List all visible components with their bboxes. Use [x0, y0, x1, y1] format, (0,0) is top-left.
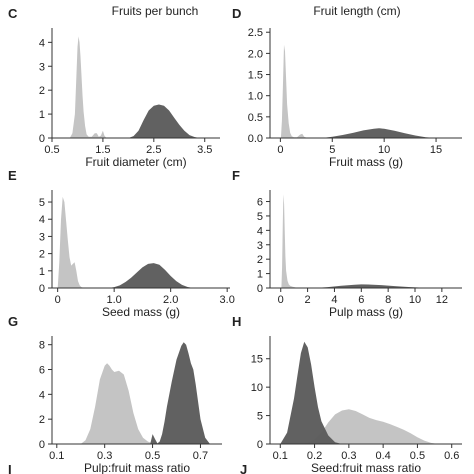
panel-d-ytick-label: 0.0 — [248, 133, 263, 145]
panel-d-series-dark — [321, 128, 437, 138]
panel-e-ytick-label: 5 — [39, 197, 45, 209]
panel-f-ytick-label: 5 — [257, 211, 263, 223]
panel-e-xtick-label: 0 — [55, 294, 61, 306]
panel-e-ytick-label: 0 — [39, 283, 45, 295]
panel-h-xtick-label: 0.6 — [444, 450, 459, 462]
panel-d-xlabel: Fruit mass (g) — [329, 155, 403, 169]
panel-f-xtick-label: 8 — [385, 294, 391, 306]
panel-e-ytick-label: 4 — [39, 214, 45, 226]
panel-c-xtick-label: 3.5 — [197, 144, 212, 156]
panel-g-ytick-label: 6 — [39, 365, 45, 377]
panel-h-xtick-label: 0.1 — [273, 450, 288, 462]
panel-f-ytick-label: 3 — [257, 240, 263, 252]
panel-h-xtick-label: 0.4 — [375, 450, 390, 462]
panel-g-xlabel: Pulp:fruit mass ratio — [84, 461, 190, 474]
panel-e: 0 1 2 3 4 5 0 1.0 2.0 3.0 Seed mass (g) E — [8, 168, 235, 319]
panel-c-xtick-label: 0.5 — [44, 144, 59, 156]
panel-g-series-light — [80, 363, 158, 444]
panel-g-series-dark — [150, 342, 210, 444]
panel-e-ytick-label: 3 — [39, 231, 45, 243]
panel-f-ytick-label: 2 — [257, 254, 263, 266]
panel-g-xtick-label: 0.7 — [193, 450, 208, 462]
panel-c-ytick-label: 4 — [39, 37, 45, 49]
panel-g-ytick-label: 0 — [39, 439, 45, 451]
panel-g-ytick-label: 4 — [39, 389, 45, 401]
panel-h-xlabel: Seed:fruit mass ratio — [311, 461, 421, 474]
panel-d: 0.0 0.5 1.0 1.5 2.0 2.5 0 5 10 15 Fruit mass (g) D — [232, 6, 462, 169]
panel-f-ytick-label: 0 — [257, 283, 263, 295]
panel-f-xtick-label: 12 — [436, 294, 448, 306]
panel-h-xtick-label: 0.2 — [307, 450, 322, 462]
panel-h-ytick-label: 10 — [251, 382, 263, 394]
panel-d-xtick-label: 15 — [430, 144, 442, 156]
panel-e-ytick-label: 2 — [39, 249, 45, 261]
panel-c-series-dark — [128, 104, 200, 138]
panel-f-series-dark — [314, 284, 436, 288]
panel-d-ytick-label: 2.0 — [248, 48, 263, 60]
panel-letter-f: F — [232, 168, 240, 183]
panel-e-xlabel: Seed mass (g) — [102, 305, 180, 319]
panel-f-xlabel: Pulp mass (g) — [329, 305, 403, 319]
panel-h-series-dark — [280, 341, 342, 444]
panel-g-ytick-label: 8 — [39, 340, 45, 352]
panel-f-ytick-label: 4 — [257, 225, 263, 237]
panel-e-xtick-label: 2.0 — [163, 294, 178, 306]
panel-letter-d: D — [232, 6, 241, 21]
panel-d-xtick-label: 10 — [378, 144, 390, 156]
panel-c-ytick-label: 2 — [39, 85, 45, 97]
panel-c-ytick-label: 0 — [39, 133, 45, 145]
panel-d-series-light — [280, 44, 308, 138]
panel-h-xtick-label: 0.3 — [341, 450, 356, 462]
panel-h-ytick-label: 5 — [257, 411, 263, 423]
panel-e-ytick-label: 1 — [39, 266, 45, 278]
top-left-title: Fruits per bunch — [112, 4, 199, 18]
panel-c-series-light — [69, 36, 108, 138]
panel-letter-g: G — [8, 314, 18, 329]
panel-letter-c: C — [8, 6, 18, 21]
panel-letter-e: E — [8, 168, 17, 183]
panel-g-ytick-label: 2 — [39, 414, 45, 426]
panel-d-ytick-label: 2.5 — [248, 27, 263, 39]
panel-letter-i: I — [8, 462, 12, 474]
panel-f-xtick-label: 4 — [331, 294, 337, 306]
panel-h-series-light — [297, 409, 438, 444]
panel-d-ytick-label: 1.5 — [248, 70, 263, 82]
panel-e-series-dark — [108, 263, 194, 288]
panel-f-xtick-label: 0 — [278, 294, 284, 306]
panel-d-ytick-label: 0.5 — [248, 112, 263, 124]
panel-f-xtick-label: 10 — [409, 294, 421, 306]
panel-d-xtick-label: 0 — [277, 144, 283, 156]
panel-c-ytick-label: 1 — [39, 109, 45, 121]
panel-f-xtick-label: 2 — [305, 294, 311, 306]
panel-f-series-light — [281, 194, 301, 288]
panel-f-ytick-label: 6 — [257, 197, 263, 209]
panel-letter-h: H — [232, 314, 241, 329]
panel-c-xtick-label: 1.5 — [95, 144, 110, 156]
panel-e-series-light — [57, 196, 86, 288]
panel-g-xtick-label: 0.3 — [97, 450, 112, 462]
panel-f-xtick-label: 6 — [358, 294, 364, 306]
panel-f-ytick-label: 1 — [257, 269, 263, 281]
panel-c: 0 1 2 3 4 0.5 1.5 2.5 3.5 Fruit diameter (cm) C — [8, 6, 220, 169]
panel-e-xtick-label: 3.0 — [220, 294, 235, 306]
panel-letter-j: J — [240, 462, 247, 474]
panel-h-xtick-label: 0.5 — [410, 450, 425, 462]
panel-e-xtick-label: 1.0 — [107, 294, 122, 306]
panel-c-xtick-label: 2.5 — [146, 144, 161, 156]
panel-d-ytick-label: 1.0 — [248, 91, 263, 103]
panel-g-xtick-label: 0.1 — [49, 450, 64, 462]
panel-g-xtick-label: 0.5 — [145, 450, 160, 462]
panel-c-xlabel: Fruit diameter (cm) — [85, 155, 186, 169]
panel-h-ytick-label: 0 — [257, 439, 263, 451]
panel-h-ytick-label: 15 — [251, 354, 263, 366]
top-right-title: Fruit length (cm) — [313, 4, 400, 18]
panel-h: 0 5 10 15 0.1 0.2 0.3 0.4 0.5 0.6 Seed:fruit mass … — [232, 314, 462, 474]
panel-d-xtick-label: 5 — [329, 144, 335, 156]
panel-c-ytick-label: 3 — [39, 61, 45, 73]
